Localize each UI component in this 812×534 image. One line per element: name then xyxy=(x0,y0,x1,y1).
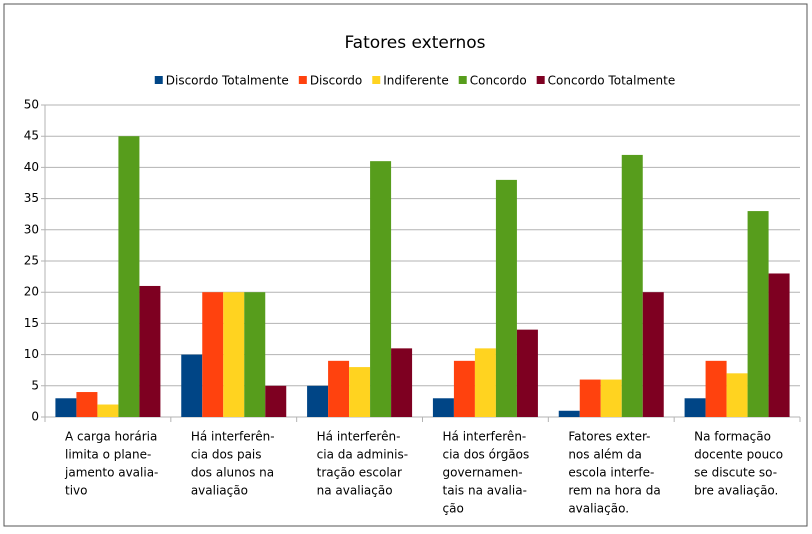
x-tick-label: Há interferên- xyxy=(443,430,527,444)
x-tick-label: jamento avalia- xyxy=(64,466,158,480)
bar xyxy=(768,273,790,417)
bar xyxy=(474,348,496,417)
x-tick-label: A carga horária xyxy=(65,430,157,444)
bar xyxy=(726,373,748,417)
bar xyxy=(97,404,119,417)
bar xyxy=(328,360,350,417)
bar xyxy=(307,385,329,417)
bar xyxy=(705,360,727,417)
x-tick-label: Na formação xyxy=(694,430,771,444)
bar xyxy=(684,398,706,417)
legend-swatch xyxy=(458,76,467,84)
bar xyxy=(747,211,769,417)
bar xyxy=(453,360,475,417)
bar xyxy=(432,398,454,417)
y-tick-label: 30 xyxy=(24,222,39,236)
x-tick-label: tais na avalia- xyxy=(443,484,527,498)
y-tick-label: 20 xyxy=(24,285,39,299)
bar xyxy=(600,379,622,417)
x-tick-label: bre avaliação. xyxy=(694,484,778,498)
bar xyxy=(579,379,601,417)
x-tick-label: tivo xyxy=(65,484,87,498)
legend-swatch xyxy=(154,76,163,84)
y-tick-label: 15 xyxy=(24,316,39,330)
y-tick-label: 10 xyxy=(24,347,39,361)
x-tick-label: governamen- xyxy=(443,466,523,480)
bar xyxy=(244,292,266,417)
y-tick-label: 5 xyxy=(31,378,39,392)
legend-label: Discordo xyxy=(310,74,362,88)
bar xyxy=(558,410,580,417)
legend-swatch xyxy=(536,76,545,84)
x-tick-label: dos alunos na xyxy=(191,466,274,480)
legend-swatch xyxy=(298,76,307,84)
bar xyxy=(391,348,413,417)
x-tick-label: cia dos pais xyxy=(191,448,262,462)
x-tick-label: avaliação xyxy=(191,484,248,498)
bar xyxy=(349,367,371,417)
bar xyxy=(621,154,643,418)
x-tick-label: docente pouco xyxy=(694,448,783,462)
bar xyxy=(516,329,538,417)
x-tick-label: rem na hora da xyxy=(568,484,660,498)
y-tick-label: 35 xyxy=(24,191,39,205)
x-tick-label: nos além da xyxy=(568,448,642,462)
x-tick-label: limita o plane- xyxy=(65,448,151,462)
x-tick-label: na avaliação xyxy=(317,484,393,498)
y-tick-label: 40 xyxy=(24,160,39,174)
bar xyxy=(202,292,224,417)
x-tick-label: tração escolar xyxy=(317,466,402,480)
bar xyxy=(495,179,517,417)
x-tick-label: Fatores exter- xyxy=(568,430,650,444)
bar xyxy=(118,136,140,417)
bar xyxy=(642,292,664,417)
y-tick-label: 0 xyxy=(31,410,39,424)
bar xyxy=(76,392,98,417)
x-tick-label: Há interferên- xyxy=(191,430,275,444)
legend-label: Indiferente xyxy=(383,74,448,88)
y-tick-label: 50 xyxy=(24,98,39,112)
legend-swatch xyxy=(372,76,381,84)
x-tick-label: Há interferên- xyxy=(317,430,401,444)
bar xyxy=(370,161,392,417)
x-tick-label: se discute so- xyxy=(694,466,777,480)
chart-title: Fatores externos xyxy=(344,33,485,53)
bar xyxy=(223,292,245,417)
x-tick-label: escola interfe- xyxy=(568,466,654,480)
legend-label: Concordo xyxy=(470,74,527,88)
bar xyxy=(139,285,161,417)
x-tick-label: avaliação. xyxy=(568,502,629,516)
bar xyxy=(265,385,287,417)
legend-label: Concordo Totalmente xyxy=(548,74,676,88)
legend-label: Discordo Totalmente xyxy=(166,74,289,88)
bar xyxy=(55,398,77,417)
y-tick-label: 25 xyxy=(24,254,39,268)
bar xyxy=(181,354,203,417)
x-tick-label: ção xyxy=(443,502,464,516)
x-tick-label: cia da adminis- xyxy=(317,448,408,462)
x-tick-label: cia dos órgãos xyxy=(443,448,530,462)
y-tick-label: 45 xyxy=(24,129,39,143)
